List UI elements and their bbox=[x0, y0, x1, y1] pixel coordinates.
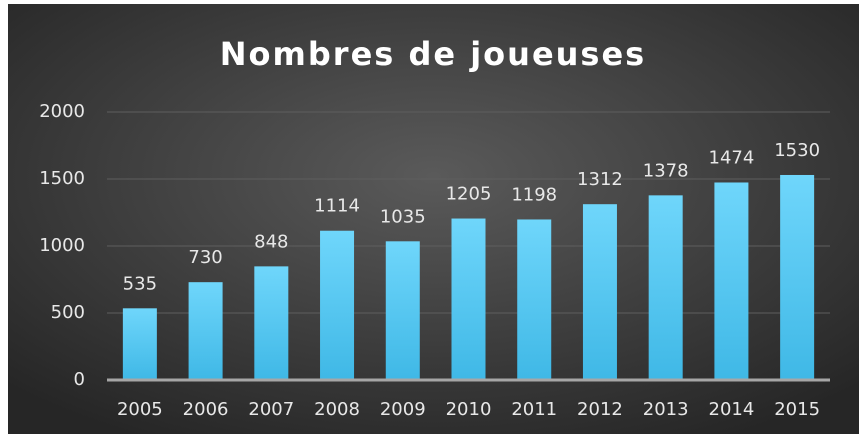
x-tick-label: 2011 bbox=[511, 399, 557, 420]
x-tick-label: 2012 bbox=[577, 399, 623, 420]
bar bbox=[582, 204, 617, 380]
y-tick-label: 0 bbox=[74, 369, 85, 390]
y-tick-label: 1000 bbox=[39, 235, 85, 256]
bar bbox=[714, 182, 749, 380]
bar bbox=[451, 218, 486, 380]
x-tick-label: 2007 bbox=[248, 399, 294, 420]
bar bbox=[188, 282, 223, 380]
value-label: 1378 bbox=[643, 160, 689, 181]
x-tick-label: 2009 bbox=[380, 399, 426, 420]
x-tick-label: 2015 bbox=[774, 399, 820, 420]
value-label: 1035 bbox=[380, 206, 426, 227]
bar bbox=[780, 174, 815, 380]
value-label: 1198 bbox=[511, 184, 557, 205]
value-label: 1205 bbox=[446, 184, 492, 205]
bar bbox=[254, 266, 289, 380]
value-label: 730 bbox=[188, 247, 222, 268]
value-label: 1114 bbox=[314, 196, 360, 217]
value-label: 1474 bbox=[709, 147, 755, 168]
x-tick-label: 2014 bbox=[709, 399, 755, 420]
x-tick-label: 2008 bbox=[314, 399, 360, 420]
value-label: 535 bbox=[123, 273, 157, 294]
y-tick-label: 1500 bbox=[39, 168, 85, 189]
bar bbox=[320, 230, 355, 380]
bar bbox=[122, 308, 157, 380]
x-tick-label: 2013 bbox=[643, 399, 689, 420]
chart-title: Nombres de joueuses bbox=[220, 35, 646, 73]
x-tick-label: 2010 bbox=[446, 399, 492, 420]
bar bbox=[517, 219, 552, 380]
x-tick-label: 2006 bbox=[183, 399, 229, 420]
y-tick-label: 2000 bbox=[39, 101, 85, 122]
bar bbox=[385, 241, 420, 380]
value-label: 1312 bbox=[577, 169, 623, 190]
y-tick-label: 500 bbox=[51, 302, 85, 323]
x-tick-label: 2005 bbox=[117, 399, 163, 420]
value-label: 848 bbox=[254, 231, 288, 252]
value-label: 1530 bbox=[774, 140, 820, 161]
bar bbox=[648, 195, 683, 380]
